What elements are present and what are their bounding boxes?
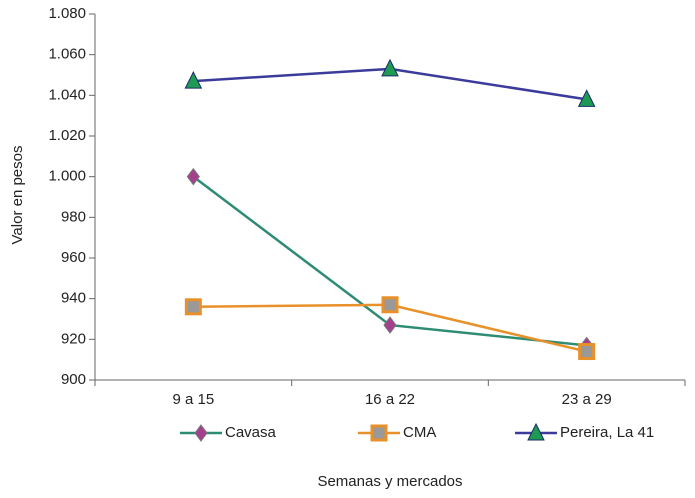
y-tick-label: 1.000 (48, 168, 86, 185)
y-tick-label: 1.040 (48, 86, 86, 103)
x-tick-label: 23 a 29 (562, 391, 612, 408)
legend-label: CMA (403, 424, 436, 441)
marker (578, 343, 596, 361)
y-axis-title: Valor en pesos (9, 146, 26, 245)
marker (381, 58, 399, 77)
marker (370, 424, 388, 442)
marker (577, 89, 596, 107)
marker (194, 424, 208, 442)
marker (184, 70, 203, 89)
marker (527, 422, 545, 441)
marker (186, 167, 200, 186)
y-tick-label: 960 (61, 249, 86, 266)
marker (383, 316, 397, 334)
y-tick-label: 940 (61, 290, 86, 307)
legend-label: Cavasa (225, 424, 277, 441)
marker (381, 296, 399, 314)
y-tick-label: 1.080 (48, 5, 86, 22)
y-tick-label: 1.020 (48, 127, 86, 144)
y-tick-label: 900 (61, 371, 86, 388)
y-tick-label: 920 (61, 330, 86, 347)
y-tick-label: 1.060 (48, 46, 86, 63)
x-axis-title: Semanas y mercados (317, 473, 462, 490)
x-tick-label: 16 a 22 (365, 391, 415, 408)
marker (184, 298, 202, 316)
y-tick-label: 980 (61, 208, 86, 225)
legend-label: Pereira, La 41 (560, 424, 654, 441)
x-tick-label: 9 a 15 (172, 391, 214, 408)
